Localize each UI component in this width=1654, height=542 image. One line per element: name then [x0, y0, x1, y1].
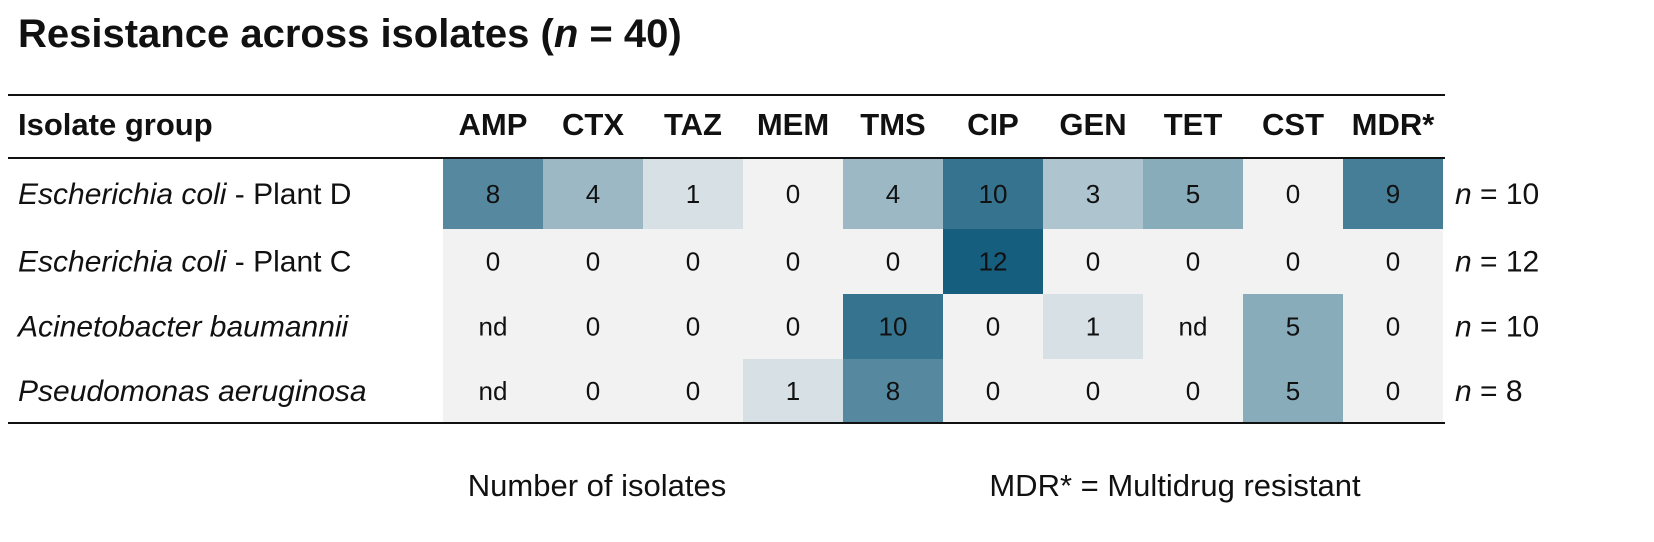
column-header: MEM: [757, 107, 829, 142]
column-header: TAZ: [664, 107, 722, 142]
cell-value: 0: [1386, 376, 1400, 406]
heat-cell: [843, 359, 943, 423]
heat-cell: [1243, 359, 1343, 423]
n-symbol: n: [1455, 375, 1472, 408]
cell-value: 0: [586, 311, 600, 341]
n-symbol: n: [1455, 310, 1472, 343]
n-value: = 10: [1472, 178, 1540, 211]
species-name: Acinetobacter baumannii: [16, 310, 350, 343]
heat-cell: [1043, 294, 1143, 359]
species-name: Escherichia coli: [18, 245, 228, 278]
cell-value: 4: [586, 179, 600, 209]
row-label: Escherichia coli - Plant D: [18, 178, 351, 211]
cell-value: 0: [786, 179, 800, 209]
group-size: n = 10: [1455, 310, 1539, 343]
heat-cell: [543, 159, 643, 229]
cell-value: 4: [886, 179, 900, 209]
cell-value: 1: [1086, 311, 1100, 341]
cell-value: 8: [486, 179, 500, 209]
cell-value: 0: [586, 376, 600, 406]
cell-value: 0: [486, 246, 500, 276]
n-value: = 12: [1472, 245, 1540, 278]
title-rest: = 40): [578, 12, 681, 56]
cell-value: 5: [1186, 179, 1200, 209]
species-name: Escherichia coli: [18, 178, 228, 211]
n-value: = 10: [1472, 310, 1540, 343]
footer-note: MDR* = Multidrug resistant: [989, 468, 1361, 503]
row-label: Acinetobacter baumannii: [16, 310, 350, 343]
column-header: Isolate group: [18, 107, 213, 142]
column-header: CST: [1262, 107, 1324, 142]
title-text: Resistance across isolates (: [18, 12, 555, 56]
heat-cell: [1343, 159, 1443, 229]
heat-cell: [443, 159, 543, 229]
cell-value: 0: [686, 246, 700, 276]
row-label: Pseudomonas aeruginosa: [18, 375, 367, 408]
cell-value: 0: [1286, 179, 1300, 209]
cell-value: 12: [979, 246, 1008, 276]
column-header: TET: [1164, 107, 1223, 142]
heat-cell: [943, 159, 1043, 229]
cell-value: 5: [1286, 376, 1300, 406]
title: Resistance across isolates (n = 40): [18, 12, 682, 56]
plant-label: - Plant D: [226, 178, 351, 211]
cell-value: nd: [479, 311, 508, 341]
cell-value: nd: [479, 376, 508, 406]
column-header: CTX: [562, 107, 624, 142]
cell-value: 0: [986, 311, 1000, 341]
cell-value: 0: [1386, 246, 1400, 276]
group-size: n = 10: [1455, 178, 1539, 211]
cell-value: 1: [786, 376, 800, 406]
heat-cell: [743, 359, 843, 423]
group-size: n = 8: [1455, 375, 1523, 408]
cell-value: 0: [1186, 246, 1200, 276]
cell-value: 0: [786, 246, 800, 276]
cell-value: 0: [886, 246, 900, 276]
heat-cell: [643, 159, 743, 229]
cell-value: 10: [879, 311, 908, 341]
column-header: CIP: [967, 107, 1019, 142]
heat-cell: [1243, 294, 1343, 359]
cell-value: 0: [586, 246, 600, 276]
cell-value: 1: [686, 179, 700, 209]
group-size: n = 12: [1455, 245, 1539, 278]
row-label: Escherichia coli - Plant C: [18, 245, 351, 278]
cell-value: 0: [1286, 246, 1300, 276]
heat-cell: [943, 229, 1043, 294]
cell-value: 0: [986, 376, 1000, 406]
n-symbol: n: [1455, 245, 1472, 278]
cell-value: 9: [1386, 179, 1400, 209]
cell-value: 0: [686, 311, 700, 341]
heat-cell: [843, 159, 943, 229]
cell-value: 0: [1386, 311, 1400, 341]
cell-value: 5: [1286, 311, 1300, 341]
heat-cell: [1143, 159, 1243, 229]
plant-label: - Plant C: [226, 245, 351, 278]
cell-value: 0: [1186, 376, 1200, 406]
species-name: Pseudomonas aeruginosa: [18, 375, 367, 408]
cell-value: nd: [1179, 311, 1208, 341]
n-symbol: n: [1455, 178, 1472, 211]
column-header: TMS: [860, 107, 925, 142]
n-value: = 8: [1472, 375, 1523, 408]
cell-value: 8: [886, 376, 900, 406]
cell-value: 3: [1086, 179, 1100, 209]
footer-note: Number of isolates: [468, 468, 726, 503]
heat-cell: [1043, 159, 1143, 229]
title-italic: n: [554, 12, 578, 56]
cell-value: 0: [1086, 246, 1100, 276]
column-header: GEN: [1059, 107, 1126, 142]
cell-value: 0: [686, 376, 700, 406]
column-header: MDR*: [1352, 107, 1436, 142]
cell-value: 0: [786, 311, 800, 341]
column-header: AMP: [459, 107, 528, 142]
heat-cell: [843, 294, 943, 359]
cell-value: 0: [1086, 376, 1100, 406]
cell-value: 10: [979, 179, 1008, 209]
